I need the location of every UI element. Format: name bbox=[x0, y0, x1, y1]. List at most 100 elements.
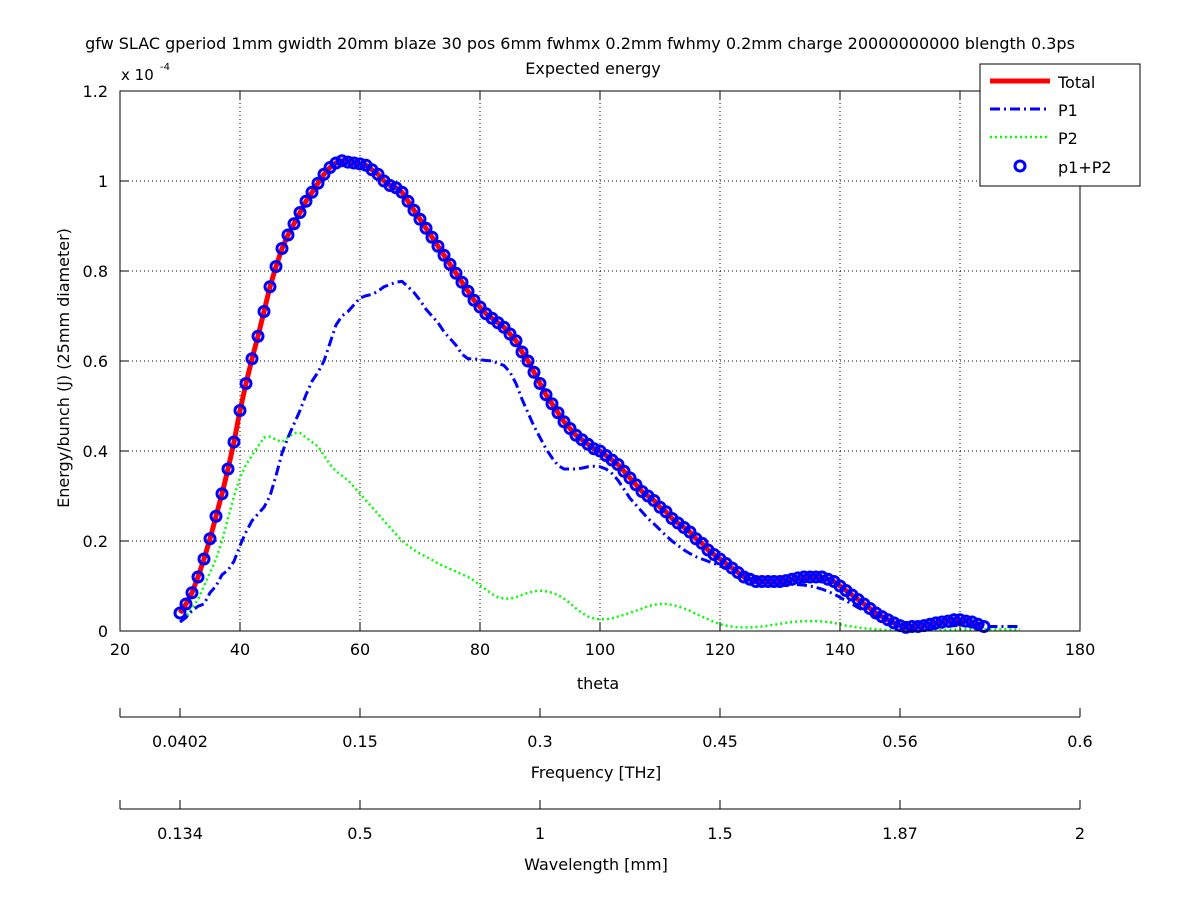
legend-item-p1: P1 bbox=[990, 101, 1078, 120]
data-point-p1-p2 bbox=[545, 397, 559, 411]
data-point-p1-p2 bbox=[965, 615, 979, 629]
data-point-p1-p2 bbox=[263, 280, 277, 294]
data-point-p1-p2 bbox=[803, 570, 817, 584]
data-point-p1-p2 bbox=[209, 509, 223, 523]
data-point-p1-p2 bbox=[755, 575, 769, 588]
data-point-p1-p2 bbox=[179, 597, 193, 611]
data-point-p1-p2 bbox=[779, 574, 793, 588]
data-point-p1-p2 bbox=[347, 156, 361, 170]
data-point-p1-p2 bbox=[509, 334, 523, 348]
data-point-p1-p2 bbox=[743, 572, 757, 586]
data-point-p1-p2 bbox=[221, 462, 235, 476]
data-point-p1-p2 bbox=[173, 606, 187, 620]
data-point-p1-p2 bbox=[401, 194, 415, 208]
secondary-tick-label: 0.56 bbox=[882, 732, 918, 751]
data-point-p1-p2 bbox=[539, 388, 553, 402]
legend-label-p1-p2: p1+P2 bbox=[1058, 158, 1112, 177]
y-axis-label: Energy/bunch (J) (25mm diameter) bbox=[54, 228, 73, 508]
data-point-p1-p2 bbox=[929, 616, 943, 630]
series-line-total bbox=[177, 158, 985, 630]
data-point-p1-p2 bbox=[287, 217, 301, 231]
data-point-p1-p2 bbox=[815, 570, 829, 584]
data-point-p1-p2 bbox=[269, 260, 283, 273]
legend-label-p1: P1 bbox=[1058, 101, 1078, 120]
x-tick-label: 160 bbox=[945, 640, 976, 659]
secondary-tick-label: 2 bbox=[1075, 824, 1085, 843]
secondary-tick-label: 0.6 bbox=[1067, 732, 1092, 751]
data-point-p1-p2 bbox=[947, 613, 961, 627]
data-point-p1-p2 bbox=[773, 575, 787, 588]
data-point-p1-p2 bbox=[215, 487, 229, 501]
data-point-p1-p2 bbox=[227, 435, 241, 449]
secondary-tick-label: 0.3 bbox=[527, 732, 552, 751]
data-point-p1-p2 bbox=[419, 221, 433, 235]
axis-ticks: 20 40 60 80 100 120 140 160 180 0 0.2 0.4 0.6 0.8 1 1.2 bbox=[83, 82, 1096, 659]
data-point-p1-p2 bbox=[275, 242, 289, 255]
data-point-p1-p2 bbox=[449, 266, 463, 280]
y-tick-label: 0.4 bbox=[83, 442, 108, 461]
data-point-p1-p2 bbox=[197, 552, 211, 566]
data-point-p1-p2 bbox=[407, 203, 421, 217]
data-point-p1-p2 bbox=[353, 157, 367, 171]
data-point-p1-p2 bbox=[311, 176, 325, 190]
data-point-p1-p2 bbox=[797, 570, 811, 584]
chart-subtitle: Expected energy bbox=[525, 59, 660, 78]
legend-swatch-p1-p2 bbox=[1013, 159, 1027, 173]
secondary-axis-label: Frequency [THz] bbox=[531, 763, 661, 782]
x-tick-label: 80 bbox=[470, 640, 490, 659]
data-point-p1-p2 bbox=[233, 404, 247, 417]
x-axis-label: theta bbox=[577, 674, 619, 693]
data-point-p1-p2 bbox=[257, 305, 271, 318]
y-tick-label: 0.2 bbox=[83, 532, 108, 551]
data-point-p1-p2 bbox=[809, 570, 823, 584]
data-point-p1-p2 bbox=[335, 154, 349, 168]
data-point-p1-p2 bbox=[959, 614, 973, 628]
x-tick-label: 20 bbox=[110, 640, 130, 659]
legend-label-p2: P2 bbox=[1058, 129, 1078, 148]
y-exponent-base: x 10 bbox=[121, 66, 154, 84]
legend-label-total: Total bbox=[1057, 73, 1095, 92]
data-point-p1-p2 bbox=[971, 617, 985, 631]
secondary-tick-label: 0.45 bbox=[702, 732, 738, 751]
secondary-tick-label: 0.15 bbox=[342, 732, 378, 751]
data-point-p1-p2 bbox=[329, 156, 343, 170]
data-point-p1-p2 bbox=[443, 257, 457, 271]
x-tick-label: 120 bbox=[705, 640, 736, 659]
data-point-p1-p2 bbox=[413, 212, 427, 226]
chart-title: gfw SLAC gperiod 1mm gwidth 20mm blaze 3… bbox=[85, 34, 1075, 53]
data-point-p1-p2 bbox=[899, 620, 913, 634]
secondary-tick-label: 1 bbox=[535, 824, 545, 843]
y-tick-label: 0.6 bbox=[83, 352, 108, 371]
x-tick-label: 180 bbox=[1065, 640, 1096, 659]
data-point-p1-p2 bbox=[941, 614, 955, 628]
data-point-p1-p2 bbox=[425, 230, 439, 244]
data-point-p1-p2 bbox=[203, 532, 217, 546]
data-point-p1-p2 bbox=[437, 248, 451, 262]
data-point-p1-p2 bbox=[527, 365, 541, 379]
data-point-p1-p2 bbox=[455, 275, 469, 289]
series-line-p2 bbox=[179, 431, 1020, 632]
secondary-tick-label: 0.134 bbox=[157, 824, 203, 843]
secondary-tick-label: 1.87 bbox=[882, 824, 918, 843]
data-point-p1-p2 bbox=[935, 615, 949, 629]
y-tick-label: 1.2 bbox=[83, 82, 108, 101]
data-point-p1-p2 bbox=[821, 572, 835, 586]
data-point-p1-p2 bbox=[293, 206, 307, 219]
data-point-p1-p2 bbox=[761, 575, 775, 588]
secondary-tick-label: 0.0402 bbox=[152, 732, 208, 751]
secondary-axis-label: Wavelength [mm] bbox=[524, 855, 668, 874]
y-tick-label: 0.8 bbox=[83, 262, 108, 281]
data-point-p1-p2 bbox=[533, 377, 547, 390]
x-tick-label: 60 bbox=[350, 640, 370, 659]
legend-item-p1-p2: p1+P2 bbox=[1013, 158, 1112, 177]
series-line-p1 bbox=[179, 279, 1020, 631]
legend-item-p2: P2 bbox=[990, 129, 1078, 148]
y-tick-label: 0 bbox=[98, 622, 108, 641]
y-exponent-power: -4 bbox=[160, 62, 170, 73]
data-point-p1-p2 bbox=[239, 377, 253, 390]
data-point-p1-p2 bbox=[251, 329, 265, 343]
legend: Total P1 P2 p1+P2 bbox=[979, 63, 1141, 187]
secondary-tick-label: 1.5 bbox=[707, 824, 732, 843]
data-point-p1-p2 bbox=[305, 185, 319, 199]
